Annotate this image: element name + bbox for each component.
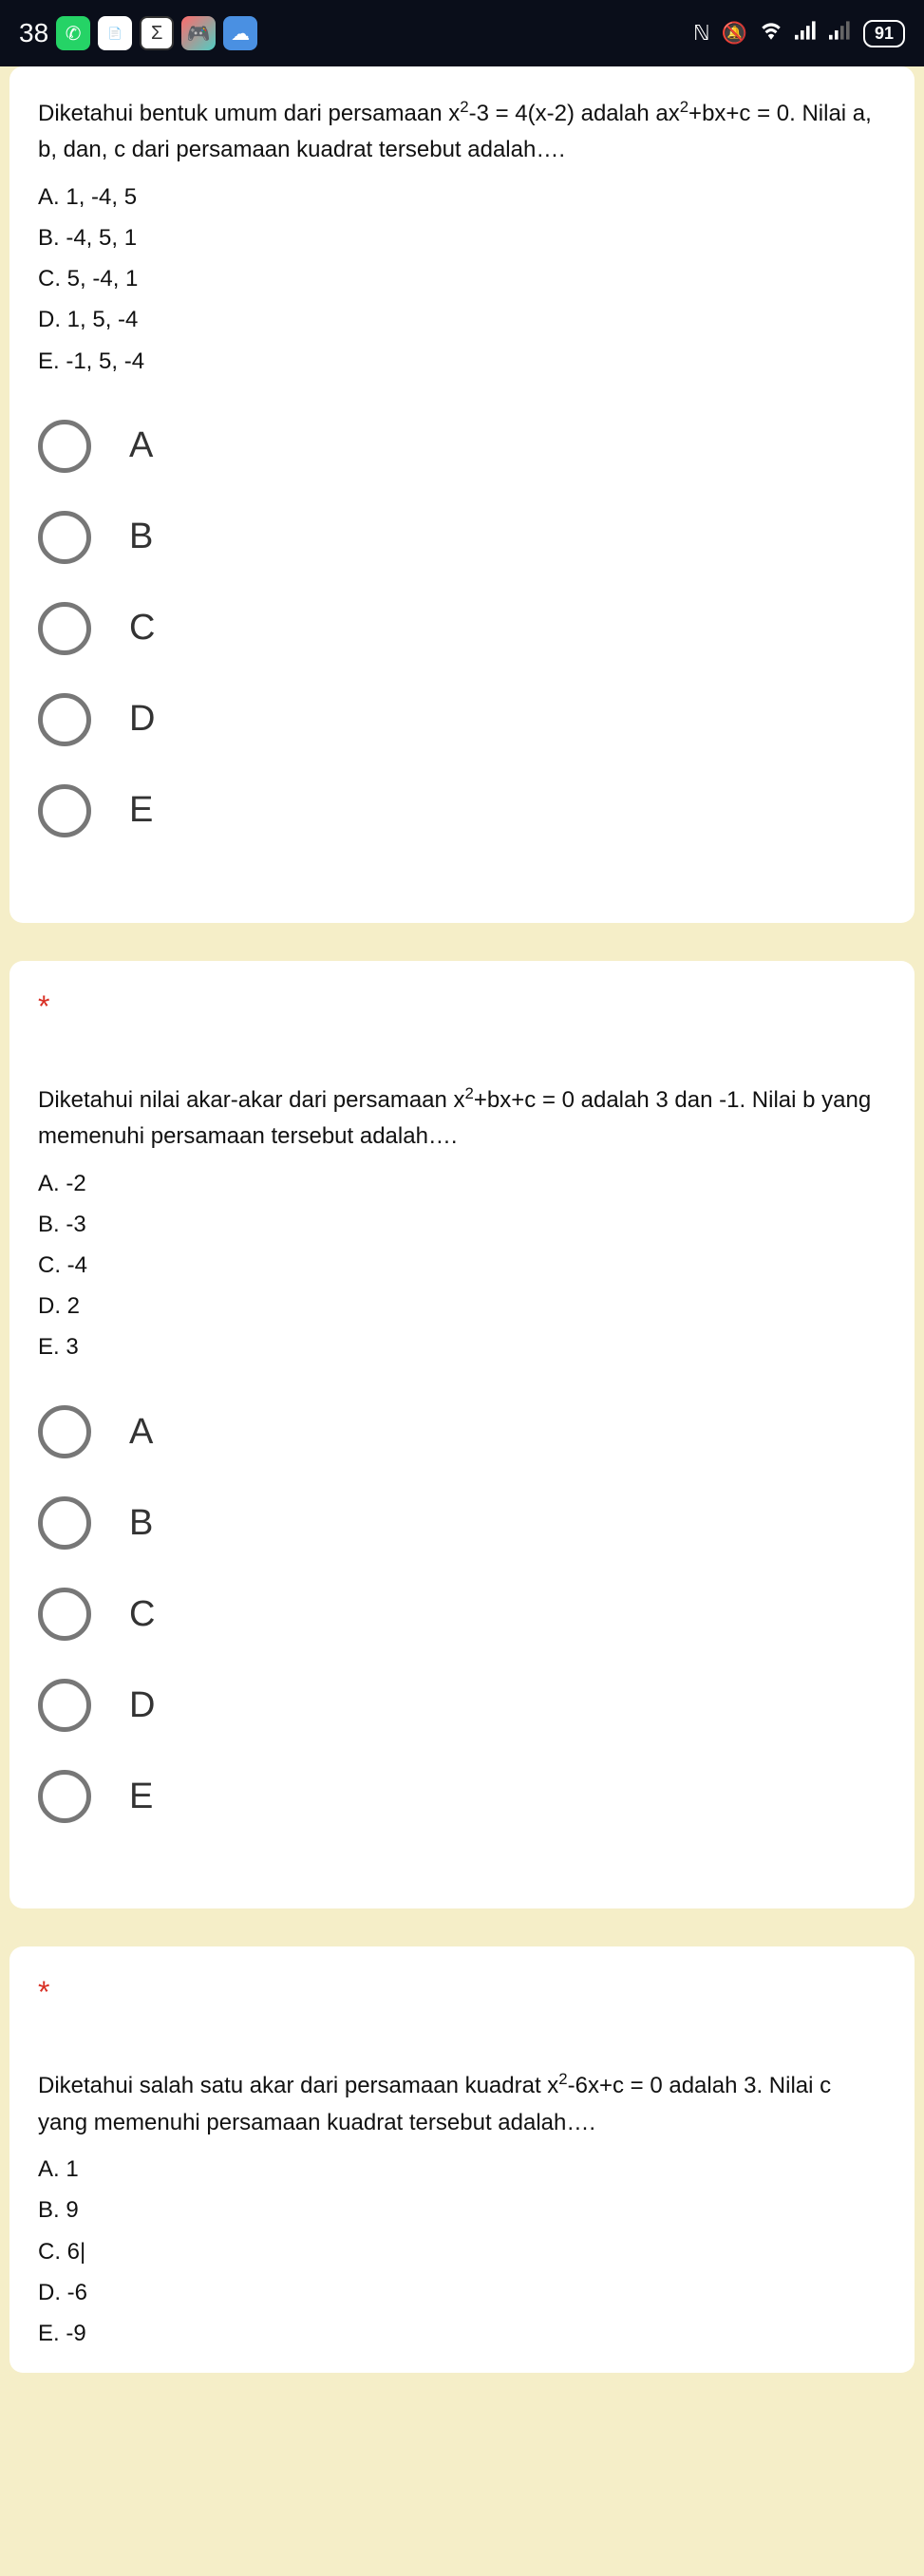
question-card: Diketahui bentuk umum dari persamaan x2-… xyxy=(9,66,915,923)
notification-icon: ℕ xyxy=(693,21,710,46)
radio-label: A xyxy=(129,1412,153,1453)
answer-key-item: E. -1, 5, -4 xyxy=(38,341,886,382)
answer-key-item: E. -9 xyxy=(38,2313,886,2354)
question-prompt: Diketahui nilai akar-akar dari persamaan… xyxy=(38,1081,886,1156)
radio-label: D xyxy=(129,699,155,740)
answer-key-list: A. 1, -4, 5 B. -4, 5, 1 C. 5, -4, 1 D. 1… xyxy=(38,177,886,382)
status-bar: 38 ✆ 📄 Σ 🎮 ☁ ℕ 🔕 91 xyxy=(0,0,924,66)
radio-label: B xyxy=(129,517,153,557)
radio-option-e[interactable]: E xyxy=(38,1770,886,1823)
radio-option-a[interactable]: A xyxy=(38,1405,886,1458)
radio-option-b[interactable]: B xyxy=(38,1496,886,1550)
pdf-icon: 📄 xyxy=(98,16,132,50)
whatsapp-icon: ✆ xyxy=(56,16,90,50)
radio-icon xyxy=(38,511,91,564)
radio-option-d[interactable]: D xyxy=(38,693,886,746)
question-prompt: Diketahui salah satu akar dari persamaan… xyxy=(38,2067,886,2141)
radio-label: A xyxy=(129,425,153,466)
radio-icon xyxy=(38,1679,91,1732)
radio-option-c[interactable]: C xyxy=(38,1588,886,1641)
radio-option-e[interactable]: E xyxy=(38,784,886,837)
radio-icon xyxy=(38,1496,91,1550)
radio-icon xyxy=(38,602,91,655)
answer-key-item: B. -3 xyxy=(38,1204,886,1245)
answer-key-item: A. 1, -4, 5 xyxy=(38,177,886,217)
radio-icon xyxy=(38,1405,91,1458)
question-card: * Diketahui nilai akar-akar dari persama… xyxy=(9,961,915,1909)
radio-label: D xyxy=(129,1685,155,1726)
radio-option-c[interactable]: C xyxy=(38,602,886,655)
answer-key-item: C. -4 xyxy=(38,1245,886,1286)
answer-key-item: D. -6 xyxy=(38,2272,886,2313)
radio-option-b[interactable]: B xyxy=(38,511,886,564)
radio-label: C xyxy=(129,608,155,649)
answer-key-item: B. 9 xyxy=(38,2190,886,2230)
answer-key-item: A. 1 xyxy=(38,2149,886,2190)
radio-icon xyxy=(38,420,91,473)
radio-label: E xyxy=(129,790,153,831)
cloud-icon: ☁ xyxy=(223,16,257,50)
status-left: 38 ✆ 📄 Σ 🎮 ☁ xyxy=(19,16,257,50)
radio-label: C xyxy=(129,1594,155,1635)
answer-key-item: D. 2 xyxy=(38,1286,886,1326)
sigma-icon: Σ xyxy=(140,16,174,50)
answer-key-list: A. 1 B. 9 C. 6| D. -6 E. -9 xyxy=(38,2149,886,2354)
answer-key-item: D. 1, 5, -4 xyxy=(38,299,886,340)
answer-key-item: C. 6| xyxy=(38,2231,886,2272)
answer-key-item: C. 5, -4, 1 xyxy=(38,258,886,299)
answer-key-item: B. -4, 5, 1 xyxy=(38,217,886,258)
game-icon: 🎮 xyxy=(181,16,216,50)
battery-icon: 91 xyxy=(863,20,905,47)
radio-option-d[interactable]: D xyxy=(38,1679,886,1732)
status-right: ℕ 🔕 91 xyxy=(693,20,905,47)
question-prompt: Diketahui bentuk umum dari persamaan x2-… xyxy=(38,95,886,169)
question-card: * Diketahui salah satu akar dari persama… xyxy=(9,1946,915,2373)
radio-label: E xyxy=(129,1777,153,1817)
answer-key-list: A. -2 B. -3 C. -4 D. 2 E. 3 xyxy=(38,1163,886,1368)
radio-icon xyxy=(38,1770,91,1823)
required-star-icon: * xyxy=(38,989,886,1025)
required-star-icon: * xyxy=(38,1975,886,2010)
bell-off-icon: 🔕 xyxy=(722,21,747,46)
answer-key-item: A. -2 xyxy=(38,1163,886,1204)
answer-key-item: E. 3 xyxy=(38,1326,886,1367)
radio-icon xyxy=(38,784,91,837)
clock-text: 38 xyxy=(19,18,48,48)
radio-label: B xyxy=(129,1503,153,1544)
signal-icon-1 xyxy=(795,21,818,46)
wifi-icon xyxy=(759,21,783,46)
radio-option-a[interactable]: A xyxy=(38,420,886,473)
battery-level: 91 xyxy=(875,24,894,43)
signal-icon-2 xyxy=(829,21,852,46)
radio-icon xyxy=(38,1588,91,1641)
radio-icon xyxy=(38,693,91,746)
